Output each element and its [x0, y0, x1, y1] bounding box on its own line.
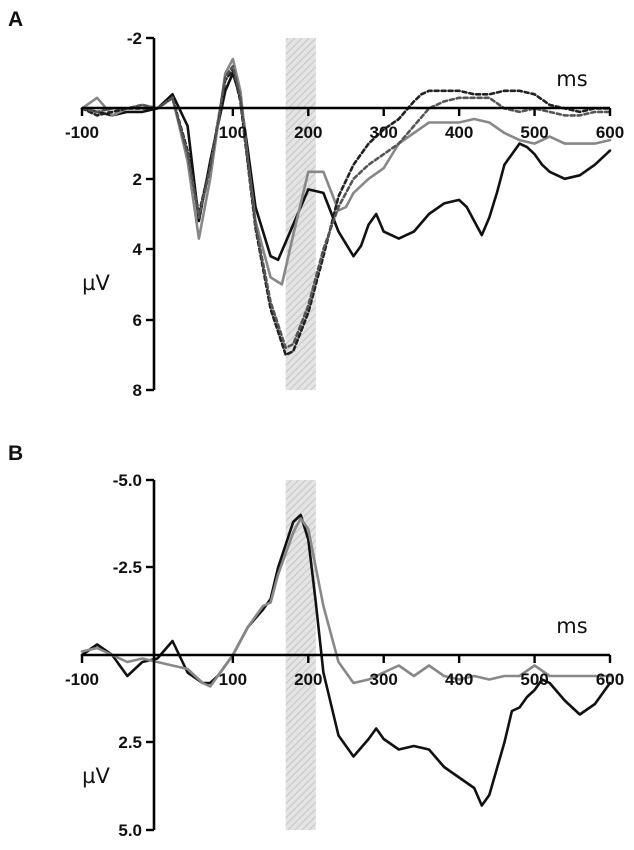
- x-unit-label: ms: [556, 614, 587, 638]
- y-tick-label: -2.5: [113, 558, 142, 577]
- series-line-1: [80, 57, 612, 286]
- x-tick-label: 600: [596, 670, 624, 689]
- series-line-2: [80, 68, 612, 357]
- x-tick-label: 300: [370, 123, 398, 142]
- y-unit-label: µV: [82, 764, 110, 788]
- series-line-0: [80, 71, 612, 262]
- x-tick-label: 500: [520, 123, 548, 142]
- x-tick-label: 300: [370, 670, 398, 689]
- analysis-window: [285, 38, 316, 390]
- x-tick-label: 400: [445, 670, 473, 689]
- series-line-1: [80, 517, 612, 688]
- y-tick-label: 4: [133, 240, 143, 259]
- x-tick-label: 600: [596, 123, 624, 142]
- series-line-3: [80, 64, 612, 350]
- x-unit-label: ms: [556, 67, 587, 91]
- x-tick-label: 100: [219, 670, 247, 689]
- y-tick-label: 5.0: [118, 821, 142, 840]
- panel-a-chart: -2 2 4 6 8 -100 100 200 300 400 500 600 ms µV: [65, 29, 624, 400]
- x-tick-label: 400: [445, 123, 473, 142]
- y-tick-label: 2: [133, 170, 142, 189]
- series-line-0: [80, 513, 612, 807]
- x-tick-label: 200: [294, 123, 322, 142]
- x-tick-label: -100: [65, 670, 99, 689]
- panel-b-chart: -5.0 -2.5 2.5 5.0 -100 100 200 300 400 500 600 ms µV: [65, 471, 624, 840]
- x-tick-label: 100: [219, 123, 247, 142]
- y-tick-label: 8: [133, 381, 142, 400]
- x-tick-label: 500: [520, 670, 548, 689]
- y-unit-label: µV: [82, 271, 110, 295]
- panel-letter-b: B: [8, 442, 23, 465]
- x-tick-label: -100: [65, 123, 99, 142]
- y-tick-label: 2.5: [118, 733, 142, 752]
- y-tick-label: -5.0: [113, 471, 142, 490]
- y-tick-label: -2: [127, 29, 142, 48]
- y-tick-label: 6: [133, 311, 142, 330]
- x-tick-label: 200: [294, 670, 322, 689]
- panel-letter-a: A: [8, 8, 23, 31]
